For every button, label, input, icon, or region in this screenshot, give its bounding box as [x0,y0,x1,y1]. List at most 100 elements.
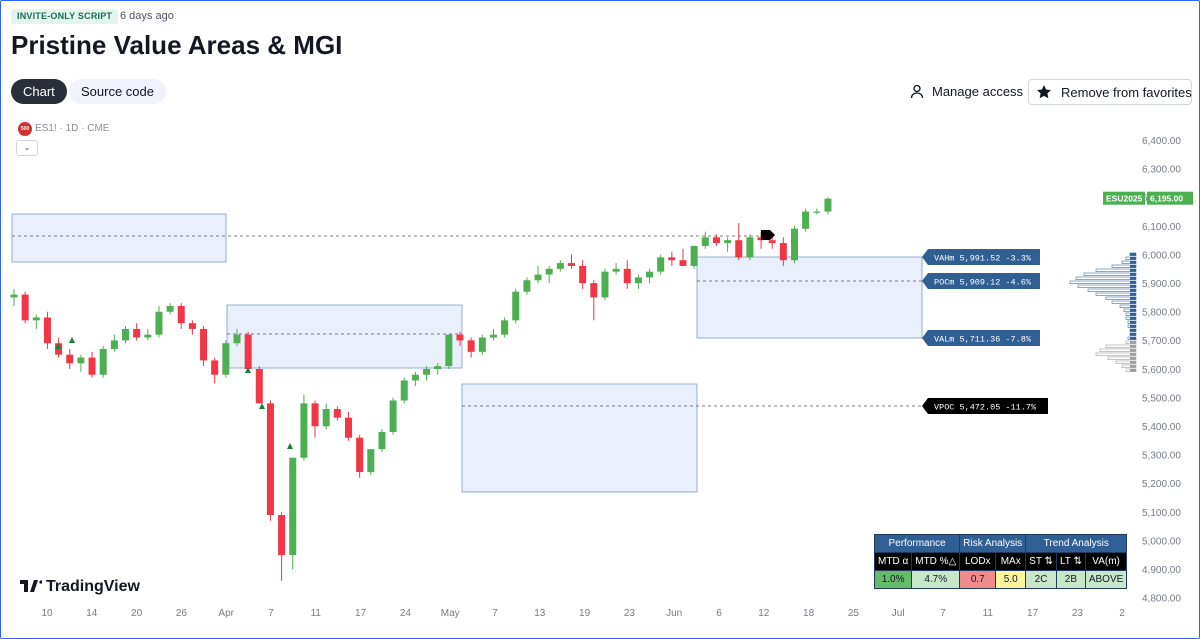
time-axis-label: 26 [176,608,188,619]
price-axis-label: 5,400.00 [1142,422,1181,433]
time-axis-label: 13 [534,608,546,619]
time-axis-label: 17 [355,608,367,619]
tab-source-code[interactable]: Source code [69,79,166,104]
volume-profile-core [1130,333,1136,336]
flag-marker [761,230,775,240]
group-performance: Performance [873,534,961,553]
time-axis-label: 23 [1072,608,1084,619]
tab-chart[interactable]: Chart [11,79,67,104]
volume-profile-core [1130,293,1136,296]
signal-triangle [259,403,265,409]
price-axis-label: 5,000.00 [1142,536,1181,547]
candle-body [400,380,408,401]
candle-body [356,437,364,473]
col-lt: LT ⇅ [1055,552,1086,571]
volume-profile-core [1130,261,1136,264]
price-axis-label: 5,100.00 [1142,508,1181,519]
star-icon [1037,85,1051,99]
tradingview-logo-icon [20,580,42,592]
time-axis-label: May [441,608,460,619]
price-axis-label: 4,800.00 [1142,594,1181,605]
manage-access-label: Manage access [932,84,1024,99]
candle-body [501,320,509,335]
time-axis-label: 24 [400,608,412,619]
candle-body [634,277,642,284]
candle-body [122,328,129,341]
volume-profile-core [1130,289,1136,292]
level-label-bg [922,249,1040,265]
candle-body [166,306,174,312]
volume-profile-core [1130,309,1136,312]
volume-profile-core [1130,301,1136,304]
volume-profile-core [1130,285,1136,288]
volume-profile-bar [1069,280,1137,284]
remove-favorites-button[interactable]: Remove from favorites [1028,79,1192,105]
candle-body [824,198,832,212]
candle-body [646,271,654,278]
candle-body [43,317,51,344]
val-lt: 2B [1055,570,1086,589]
candle-body [679,260,687,266]
tradingview-brand: TradingView [46,578,140,595]
candle-body [768,240,776,244]
price-axis-label: 5,300.00 [1142,451,1181,462]
value-area-zone [226,304,463,369]
candle-body [188,323,196,329]
candle-body [110,340,118,349]
time-axis-label: 23 [624,608,636,619]
candles-group [10,197,832,581]
collapse-chevron-button[interactable]: ⌄ [16,140,38,156]
candle-body [32,317,40,321]
time-axis-label: 20 [131,608,143,619]
signal-triangle [245,367,251,373]
candle-body [266,403,274,515]
time-axis-label: 6 [716,608,722,619]
level-label-text: VALm 5,711.36 -7.8% [934,335,1032,345]
time-axis-label: 14 [86,608,98,619]
time-axis-label: 10 [41,608,53,619]
volume-profile-core [1130,273,1136,276]
candle-body [177,306,185,324]
val-max: 5.0 [995,570,1027,589]
candle-body [423,369,431,375]
price-axis-label: 5,700.00 [1142,336,1181,347]
col-max: MAx [995,552,1027,571]
posted-time: 6 days ago [120,10,174,22]
group-trend: Trend Analysis [1025,534,1128,553]
candle-body [333,409,341,418]
candle-body [10,294,18,298]
price-axis-label: 6,000.00 [1142,250,1181,261]
price-axis-label: 5,800.00 [1142,308,1181,319]
time-axis-label: Jul [892,608,905,619]
candle-body [445,334,453,367]
candle-body [802,211,810,229]
candle-body [77,357,85,364]
candle-body [735,240,743,258]
candle-body [791,228,798,261]
candle-body [88,357,96,375]
candle-body [311,403,319,427]
candle-body [155,311,163,335]
value-area-zone [696,256,923,339]
symbol-label: ES1! · 1D · CME [35,123,110,134]
volume-profile-core [1130,357,1136,360]
level-label-bg [922,398,1048,414]
candle-body [289,457,297,556]
volume-profile-core [1130,341,1136,344]
val-lodx: 0.7 [959,570,997,589]
candle-body [601,271,609,298]
candle-body [66,354,74,364]
candle-body [568,263,575,266]
manage-access-button[interactable]: Manage access [910,79,1024,104]
price-chart[interactable]: 6,400.006,300.006,200.006,100.006,000.00… [0,113,1200,633]
signal-triangle [55,343,61,349]
candle-body [746,237,754,258]
volume-profile-core [1130,269,1136,272]
volume-profile-core [1130,317,1136,320]
last-price-value-bg [1147,191,1193,205]
price-axis-label: 5,600.00 [1142,365,1181,376]
volume-profile-core [1130,281,1136,284]
candle-body [512,291,520,321]
candle-body [322,409,330,427]
col-va: VA(m) [1084,552,1128,571]
